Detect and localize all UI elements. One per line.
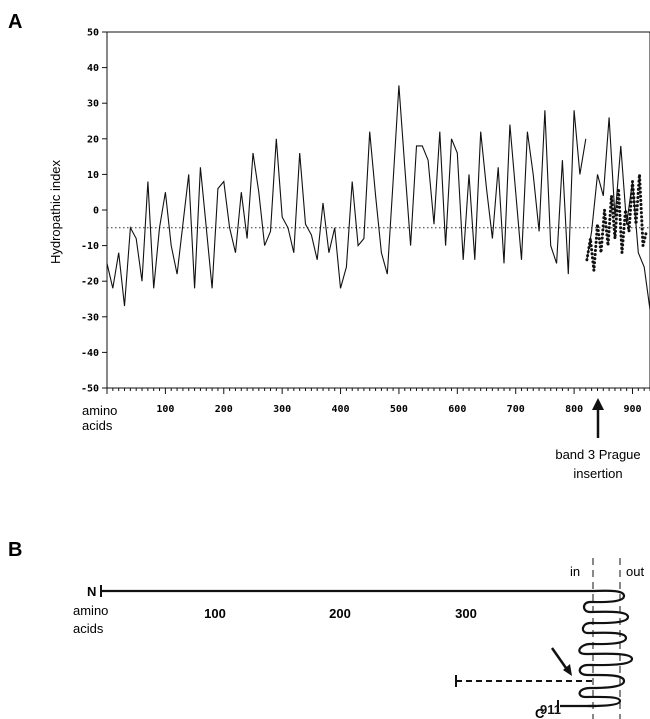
- y-tick-label: 0: [93, 206, 99, 217]
- y-tick-label: -10: [81, 241, 99, 252]
- b-xlabel-line1: amino: [73, 603, 108, 618]
- x-axis-ticks: 100 200 300 400 500 600 700 800 900: [106, 388, 650, 415]
- y-tick-label: -30: [81, 312, 99, 323]
- series-line-0: [106, 85, 587, 307]
- x-tick-label: 900: [623, 404, 641, 415]
- panel-a-letter: A: [8, 11, 22, 33]
- x-axis-label-line1: amino: [82, 403, 117, 418]
- x-tick-label: 200: [215, 404, 233, 415]
- y-tick-label: 30: [87, 99, 99, 110]
- topology-diagram: N amino acids 100 200 300 in out C: [73, 558, 644, 719]
- annotation-text-line2: insertion: [573, 466, 622, 481]
- x-tick-label: 500: [390, 404, 408, 415]
- annotation-text-line1: band 3 Prague: [555, 447, 640, 462]
- insertion-arrow-shaft: [550, 647, 568, 669]
- y-tick-label: -20: [81, 277, 99, 288]
- b-tick-300: 300: [455, 606, 477, 621]
- y-tick-label: -50: [81, 384, 99, 395]
- series-line-2: [586, 117, 650, 310]
- y-axis-ticks: 50 40 30 20 10 0 -10 -20 -30 -40 -50: [81, 28, 107, 395]
- b-tick-200: 200: [329, 606, 351, 621]
- out-label: out: [626, 564, 644, 579]
- x-tick-label: 700: [507, 404, 525, 415]
- n-terminus-label: N: [87, 584, 96, 599]
- plot-frame: [106, 31, 650, 389]
- b-xlabel-line2: acids: [73, 621, 104, 636]
- x-tick-label: 100: [156, 404, 174, 415]
- b-tick-100: 100: [204, 606, 226, 621]
- in-label: in: [570, 564, 580, 579]
- data-series: [106, 85, 650, 310]
- x-tick-label: 300: [273, 404, 291, 415]
- x-axis-label-line2: acids: [82, 418, 113, 433]
- y-tick-label: 50: [87, 28, 99, 39]
- y-tick-label: -40: [81, 348, 99, 359]
- c-terminus-label: C: [535, 706, 545, 719]
- insertion-arrow-head-icon: [563, 664, 572, 676]
- c-terminus-number: 911: [540, 702, 561, 717]
- panel-b-letter: B: [8, 539, 22, 561]
- y-axis-label: Hydropathic index: [48, 159, 63, 264]
- transmembrane-helices: [578, 589, 634, 708]
- series-line-1: [585, 174, 648, 271]
- y-tick-label: 40: [87, 63, 99, 74]
- x-tick-label: 600: [448, 404, 466, 415]
- x-tick-label: 800: [565, 404, 583, 415]
- x-tick-label: 400: [332, 404, 350, 415]
- prague-annotation: band 3 Prague insertion: [555, 398, 641, 481]
- y-tick-label: 20: [87, 134, 99, 145]
- annotation-arrow-head-icon: [592, 398, 604, 410]
- y-tick-label: 10: [87, 170, 99, 181]
